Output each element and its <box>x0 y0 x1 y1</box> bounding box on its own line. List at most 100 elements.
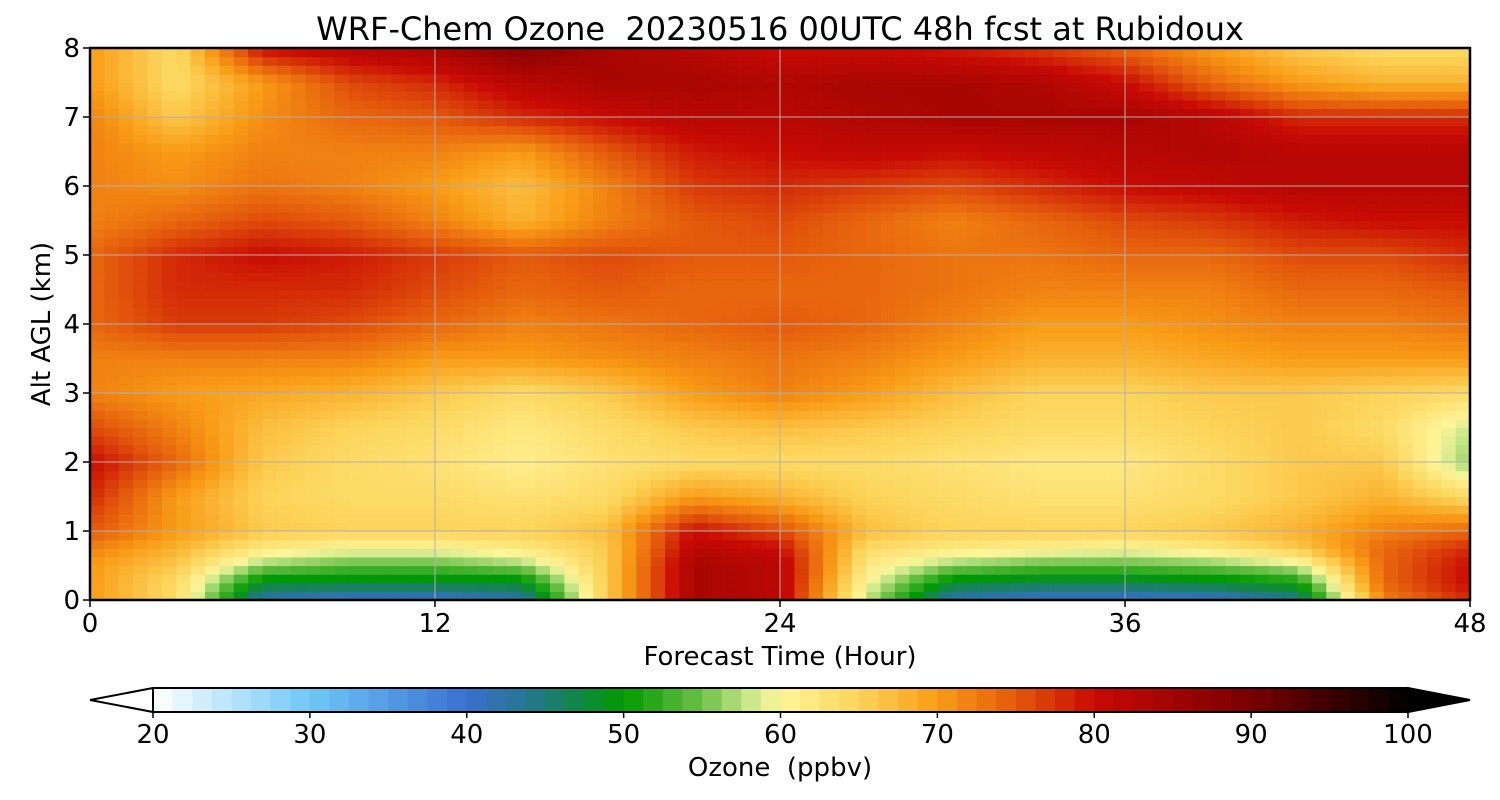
heatmap-cell <box>1168 220 1184 230</box>
heatmap-cell <box>1053 367 1069 377</box>
heatmap-cell <box>521 237 537 247</box>
heatmap-cell <box>593 298 609 308</box>
heatmap-cell <box>1340 151 1356 161</box>
heatmap-cell <box>262 255 278 265</box>
heatmap-cell <box>636 272 652 282</box>
heatmap-cell <box>1139 556 1155 567</box>
heatmap-cell <box>348 358 364 368</box>
heatmap-cell <box>147 168 163 178</box>
heatmap-cell <box>722 237 738 247</box>
heatmap-cell <box>866 427 882 437</box>
heatmap-cell <box>377 298 393 308</box>
heatmap-cell <box>1412 591 1428 601</box>
heatmap-cell <box>1010 341 1025 351</box>
heatmap-cell <box>1311 246 1327 256</box>
heatmap-cell <box>1096 505 1112 515</box>
heatmap-cell <box>262 591 278 601</box>
heatmap-cell <box>205 427 220 437</box>
heatmap-cell <box>1125 186 1140 196</box>
heatmap-cell <box>1441 160 1457 170</box>
heatmap-cell <box>104 375 120 385</box>
heatmap-cell <box>650 341 666 351</box>
heatmap-cell <box>1081 358 1097 368</box>
heatmap-cell <box>1110 418 1126 429</box>
heatmap-cell <box>794 324 810 334</box>
heatmap-cell <box>391 186 407 196</box>
heatmap-cell <box>478 531 494 541</box>
heatmap-cell <box>981 375 997 385</box>
heatmap-cell <box>837 298 853 308</box>
heatmap-cell <box>1268 255 1284 265</box>
heatmap-cell <box>492 513 508 523</box>
heatmap-cell <box>1225 470 1241 480</box>
heatmap-cell <box>823 341 839 351</box>
heatmap-cell <box>1211 151 1227 161</box>
heatmap-cell <box>851 393 867 403</box>
heatmap-cell <box>276 531 292 541</box>
heatmap-cell <box>736 505 752 515</box>
heatmap-cell <box>1196 229 1212 239</box>
heatmap-cell <box>391 237 407 247</box>
heatmap-cell <box>1412 548 1428 558</box>
heatmap-cell <box>305 531 321 541</box>
heatmap-cell <box>506 349 522 360</box>
heatmap-cell <box>880 427 896 437</box>
heatmap-cell <box>1053 487 1069 498</box>
heatmap-cell <box>1196 393 1212 403</box>
heatmap-cell <box>1283 462 1299 472</box>
heatmap-cell <box>1182 436 1198 446</box>
heatmap-cell <box>262 263 278 273</box>
heatmap-cell <box>363 289 379 299</box>
heatmap-cell <box>938 229 954 239</box>
heatmap-cell <box>248 229 264 239</box>
heatmap-cell <box>665 410 680 420</box>
heatmap-cell <box>880 591 896 601</box>
heatmap-cell <box>334 427 350 437</box>
heatmap-cell <box>535 237 551 247</box>
heatmap-cell <box>1110 574 1126 584</box>
heatmap-cell <box>104 298 120 308</box>
heatmap-cell <box>665 341 680 351</box>
heatmap-cell <box>406 418 422 429</box>
heatmap-cell <box>851 384 867 394</box>
heatmap-cell <box>478 505 494 515</box>
heatmap-cell <box>593 436 609 446</box>
heatmap-cell <box>1441 306 1457 316</box>
heatmap-cell <box>420 211 436 222</box>
heatmap-cell <box>923 367 939 377</box>
heatmap-cell <box>1053 582 1069 592</box>
heatmap-cell <box>636 574 652 584</box>
heatmap-cell <box>133 410 149 420</box>
heatmap-cell <box>1081 453 1097 463</box>
heatmap-cell <box>1383 487 1399 498</box>
heatmap-cell <box>506 574 522 584</box>
heatmap-cell <box>1311 272 1327 282</box>
heatmap-cell <box>147 280 163 291</box>
heatmap-cell <box>808 332 824 342</box>
heatmap-cell <box>1211 177 1227 187</box>
heatmap-cell <box>320 393 335 403</box>
heatmap-cell <box>851 237 867 247</box>
heatmap-cell <box>1024 418 1040 429</box>
heatmap-cell <box>995 367 1011 377</box>
heatmap-cell <box>276 565 292 575</box>
heatmap-cell <box>90 349 105 360</box>
heatmap-cell <box>161 427 177 437</box>
heatmap-cell <box>607 574 623 584</box>
heatmap-cell <box>90 246 105 256</box>
heatmap-cell <box>981 401 997 411</box>
heatmap-cell <box>449 375 465 385</box>
heatmap-cell <box>909 298 925 308</box>
heatmap-cell <box>765 289 781 299</box>
heatmap-cell <box>506 418 522 429</box>
heatmap-cell <box>1240 272 1255 282</box>
heatmap-cell <box>1211 548 1227 558</box>
heatmap-cell <box>966 246 982 256</box>
heatmap-cell <box>708 436 724 446</box>
heatmap-cell <box>650 220 666 230</box>
heatmap-cell <box>1441 168 1457 178</box>
heatmap-cell <box>1024 194 1040 204</box>
heatmap-cell <box>205 315 220 325</box>
heatmap-cell <box>1311 453 1327 463</box>
heatmap-cell <box>952 470 968 480</box>
